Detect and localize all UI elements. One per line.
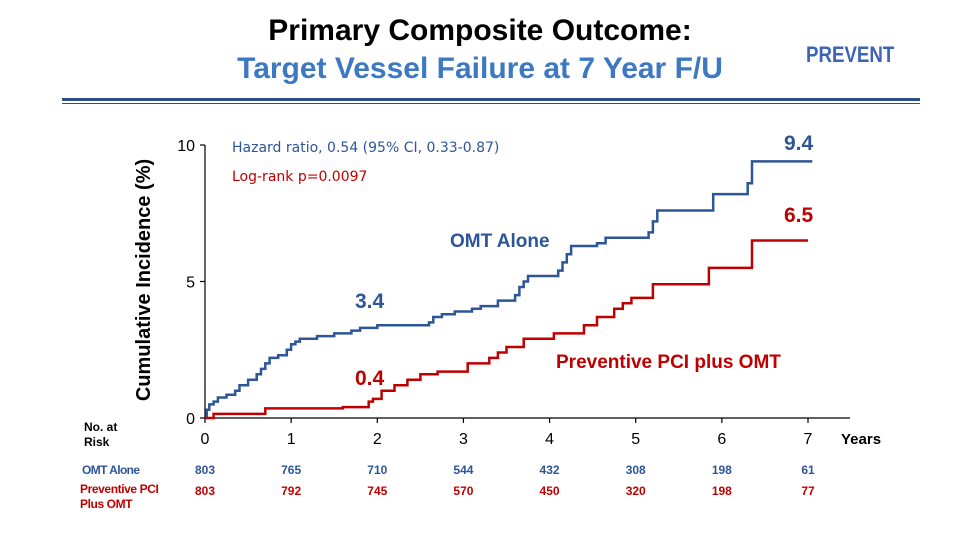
risk-table-title-line1: No. at — [84, 420, 117, 434]
chart-subtitle: Target Vessel Failure at 7 Year F/U — [237, 52, 723, 85]
y-tick-label: 5 — [186, 275, 195, 292]
risk-row-pci-values: 803 792 745 570 450 320 198 77 — [195, 484, 815, 498]
x-tick-label: 0 — [201, 431, 210, 448]
risk-cell: 61 — [801, 463, 815, 477]
pci-series-label: Preventive PCI plus OMT — [556, 352, 781, 373]
risk-cell: 570 — [453, 484, 473, 498]
risk-cell: 450 — [540, 484, 560, 498]
y-ticks: 0 5 10 — [177, 138, 205, 428]
x-tick-label: 5 — [631, 431, 640, 448]
risk-cell: 320 — [626, 484, 646, 498]
omt-end-value: 9.4 — [784, 132, 814, 155]
x-tick-label: 2 — [373, 431, 382, 448]
pci-end-value: 6.5 — [784, 204, 814, 227]
risk-row-omt-values: 803 765 710 544 432 308 198 61 — [195, 463, 815, 477]
x-tick-label: 1 — [287, 431, 296, 448]
risk-cell: 803 — [195, 484, 215, 498]
y-tick-label: 10 — [177, 138, 195, 155]
x-axis-label: Years — [841, 431, 881, 448]
risk-cell: 745 — [367, 484, 387, 498]
risk-cell: 710 — [367, 463, 387, 477]
header-divider-thin — [62, 103, 920, 104]
pci-callout-value: 0.4 — [355, 367, 385, 390]
risk-row-name-pci-line2: Plus OMT — [80, 497, 133, 511]
chart-title: Primary Composite Outcome: — [268, 14, 692, 47]
risk-cell: 432 — [540, 463, 560, 477]
risk-cell: 308 — [626, 463, 646, 477]
risk-cell: 765 — [281, 463, 301, 477]
x-ticks: 0 1 2 3 4 5 6 7 — [201, 418, 813, 448]
pci-plus-omt-curve — [205, 239, 808, 420]
risk-cell: 792 — [281, 484, 301, 498]
trial-brand-logo: PREVENT — [806, 42, 895, 67]
x-tick-label: 3 — [459, 431, 468, 448]
y-axis-label: Cumulative Incidence (%) — [133, 159, 155, 401]
hazard-ratio-annotation: Hazard ratio, 0.54 (95% CI, 0.33-0.87) — [232, 140, 499, 156]
omt-series-label: OMT Alone — [450, 231, 550, 252]
log-rank-annotation: Log-rank p=0.0097 — [232, 169, 367, 185]
risk-cell: 803 — [195, 463, 215, 477]
risk-cell: 77 — [801, 484, 815, 498]
header-divider-thick — [62, 98, 920, 101]
x-tick-label: 6 — [717, 431, 726, 448]
risk-row-name-pci-line1: Preventive PCI — [80, 482, 159, 496]
risk-table-title-line2: Risk — [84, 435, 110, 449]
x-tick-label: 7 — [804, 431, 813, 448]
omt-alone-curve — [205, 160, 813, 420]
risk-cell: 198 — [712, 463, 732, 477]
omt-callout-value: 3.4 — [355, 290, 385, 313]
y-tick-label: 0 — [186, 411, 195, 428]
risk-cell: 198 — [712, 484, 732, 498]
risk-cell: 544 — [453, 463, 473, 477]
x-tick-label: 4 — [545, 431, 554, 448]
risk-row-name-omt: OMT Alone — [82, 463, 140, 477]
